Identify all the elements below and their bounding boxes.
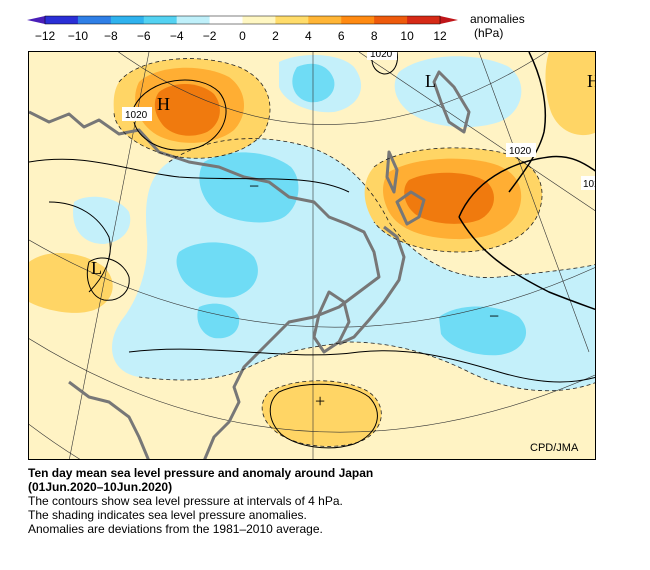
coast-kamchatka [432,70,471,134]
colorbar-segment [275,16,309,24]
caption-line-anomalies: Anomalies are deviations from the 1981–2… [28,522,323,536]
contour-value-labels: 1020 1020 1020 102 [122,52,596,190]
colorbar-segment [209,16,243,24]
anomaly-colorbar: −12 −10 −8 −6 −4 −2 0 2 4 6 8 10 12 [27,15,458,43]
colorbar-segment [77,16,112,24]
colorbar-arrow-high [440,16,458,24]
negative-region-north-core [292,63,335,103]
colorbar-segment [341,16,375,24]
coastlines [29,70,471,459]
coast-sakhalin [385,150,399,194]
colorbar-outline [44,15,441,25]
colorbar-tick-label: −12 [35,29,56,43]
anomaly-minus-marker-mongolia: − [249,176,259,196]
coast-southeast-asia [68,380,150,459]
colorbar-tick-label: 6 [338,29,345,43]
contour-label-east-edge: 102 [583,179,596,190]
colorbar-tick-label: −8 [104,29,118,43]
positive-region-siberia-core [154,83,220,136]
colorbar-tick-label: 10 [400,29,414,43]
coast-korea [312,290,351,354]
colorbar-tick-label: −4 [170,29,184,43]
pressure-anomaly-map: H H L L + − − 1020 1020 1020 102 CPD/JMA [28,51,596,460]
colorbar-segment [45,16,79,24]
pressure-contours [29,52,595,449]
colorbar-title: anomalies (hPa) [470,12,525,40]
colorbar-segment [242,16,276,24]
colorbar-tick-label: −10 [68,29,89,43]
anomaly-plus-marker: + [315,391,325,411]
colorbar-segment [407,16,441,24]
colorbar-segment [308,16,342,24]
colorbar-title-text: anomalies [470,12,525,26]
colorbar-tick-label: 4 [305,29,312,43]
map-canvas: H H L L + − − 1020 1020 1020 102 CPD/JMA [29,52,596,459]
anomaly-boundaries [113,58,595,447]
negative-region-pacific [439,306,527,356]
negative-region-west [73,196,131,244]
colorbar-unit: (hPa) [474,26,504,40]
coast-asia [29,110,381,459]
caption-title: Ten day mean sea level pressure and anom… [28,466,374,480]
colorbar-arrow-low [27,16,45,24]
colorbar-ticks: −12 −10 −8 −6 −4 −2 0 2 4 6 8 10 12 [35,29,447,43]
contour-label-siberia: 1020 [125,110,148,121]
low-pressure-center-kamchatka: L [425,71,436,91]
colorbar-segment [176,16,211,24]
pressure-centers: H H L L + − − [91,71,596,411]
anomaly-minus-marker-pacific: − [489,306,499,326]
contour-label-north: 1020 [370,52,393,60]
negative-region-china [176,242,258,298]
colorbar-tick-label: 8 [371,29,378,43]
colorbar-tick-label: 0 [239,29,246,43]
positive-region-southwest [29,252,113,313]
colorbar-segments [27,15,458,25]
map-credit: CPD/JMA [530,442,579,454]
map-caption: Ten day mean sea level pressure and anom… [28,466,628,536]
high-pressure-center-east: H [587,71,596,91]
colorbar-tick-label: 12 [433,29,447,43]
positive-region-northeast [545,52,595,136]
colorbar-tick-label: 2 [272,29,279,43]
high-pressure-center-siberia: H [157,94,170,114]
colorbar-segment [374,16,408,24]
contour-label-east: 1020 [509,146,532,157]
low-pressure-center-southwest: L [91,258,102,278]
colorbar-segment [110,16,145,24]
colorbar-tick-label: −6 [137,29,151,43]
coast-japan [338,190,426,346]
caption-period: (01Jun.2020–10Jun.2020) [28,480,173,494]
caption-line-contours: The contours show sea level pressure at … [28,494,343,508]
colorbar-tick-label: −2 [203,29,217,43]
caption-line-shading: The shading indicates sea level pressure… [28,508,307,522]
colorbar-segment [143,16,178,24]
positive-region-japan-east-core [404,172,494,224]
